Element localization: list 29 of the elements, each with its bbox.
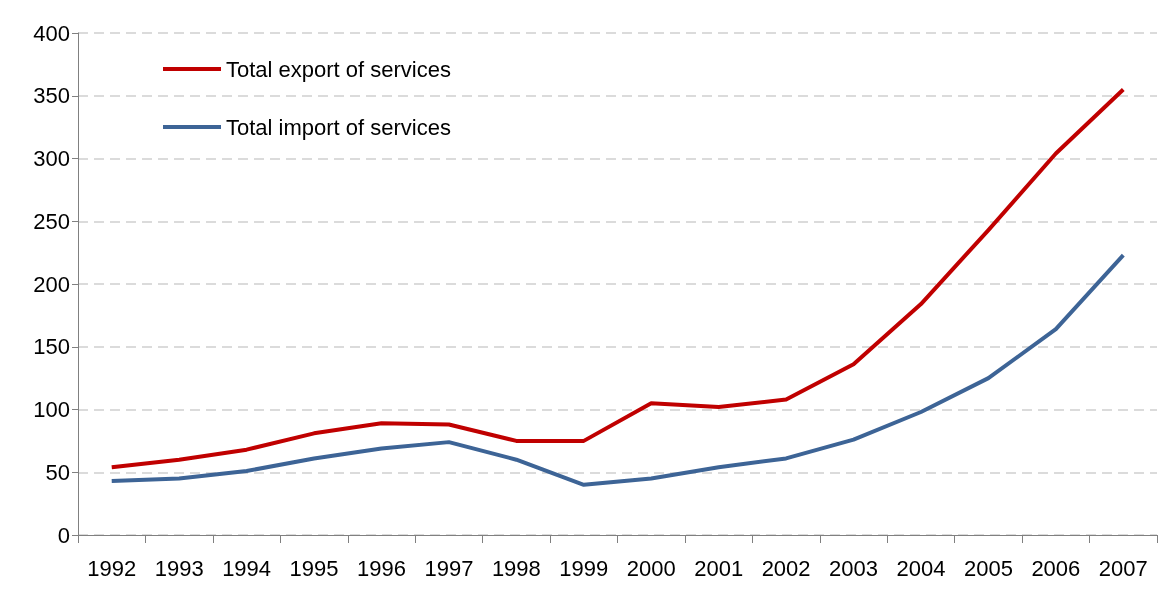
line-series <box>109 253 1126 487</box>
y-tick-label: 100 <box>33 397 70 422</box>
x-tick-label: 1993 <box>154 555 204 581</box>
legend-label: Total export of services <box>226 56 451 82</box>
x-tick-label: 1996 <box>356 555 406 581</box>
x-tick-label: 2002 <box>761 555 811 581</box>
x-tick-label: 2006 <box>1031 555 1081 581</box>
x-tick-label: 1999 <box>559 555 609 581</box>
y-tick-label: 250 <box>33 208 70 234</box>
x-tick-label: 2003 <box>829 555 879 581</box>
x-tick-label: 2005 <box>963 555 1013 581</box>
x-tick-label: 1994 <box>222 555 272 581</box>
x-tick-label: 1992 <box>87 555 137 581</box>
x-tick-label: 2007 <box>1098 555 1148 581</box>
x-tick-label: 1997 <box>424 555 474 581</box>
y-tick-label: 400 <box>33 20 70 46</box>
x-tick-label: 2001 <box>694 555 744 581</box>
y-tick-label: 300 <box>33 146 70 171</box>
x-tick-label: 2004 <box>896 555 946 581</box>
legend-label: Total import of services <box>226 114 451 140</box>
x-tick-label: 1998 <box>491 555 541 581</box>
y-tick-label: 350 <box>33 83 70 109</box>
y-tick-label: 200 <box>33 271 70 297</box>
x-tick-label: 1995 <box>289 555 339 581</box>
x-tick-label: 2000 <box>626 555 676 581</box>
y-tick-label: 0 <box>57 522 70 548</box>
y-tick-label: 150 <box>33 334 70 360</box>
y-tick-label: 50 <box>45 459 70 485</box>
line-series <box>109 87 1126 470</box>
